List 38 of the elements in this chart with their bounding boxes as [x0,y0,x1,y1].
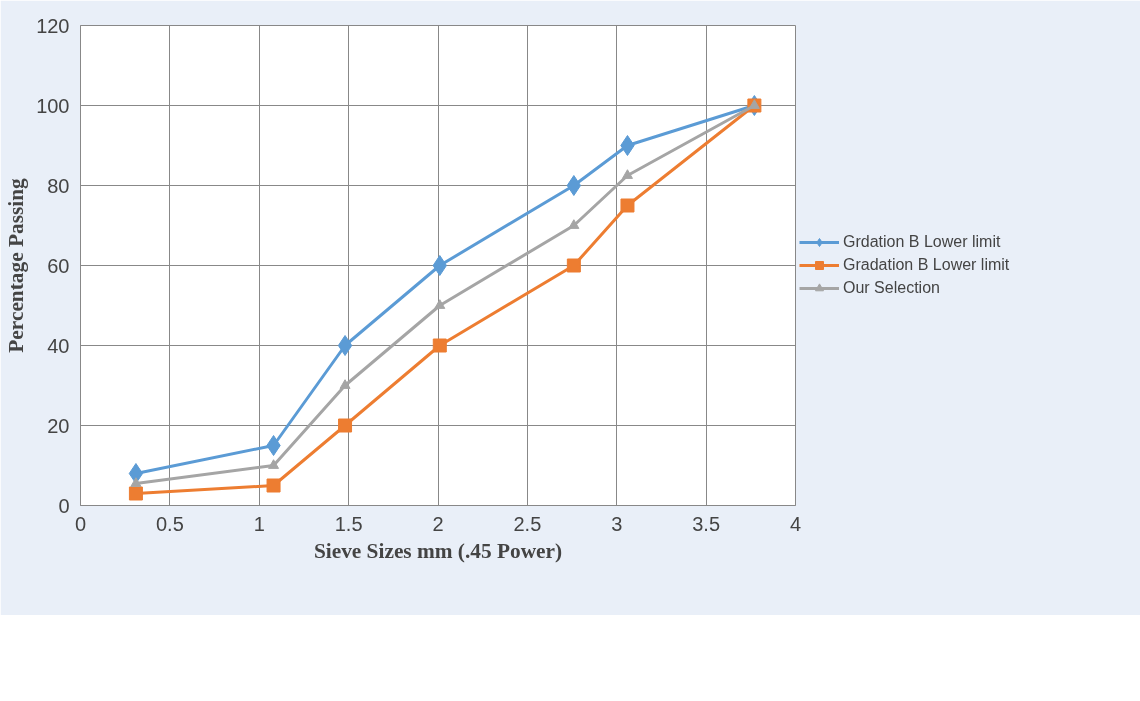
x-tick-label: 3.5 [692,512,721,535]
y-tick-label: 60 [47,254,70,277]
point [339,379,351,389]
x-tick-label: 2.5 [513,512,542,535]
point [268,459,280,469]
point [432,255,447,276]
point [566,175,582,196]
x-tick-label: 3 [611,512,623,535]
point [337,335,353,356]
legend-label: Grdation B Lower limit [843,233,1001,251]
y-tick-label: 0 [58,494,70,517]
x-tick-label: 4 [789,512,802,535]
x-tick-label: 1.5 [334,512,363,535]
point [621,169,633,179]
point [568,219,580,229]
point [620,135,635,156]
point [620,198,635,213]
x-axis-title: Sieve Sizes mm (.45 Power) [313,538,563,563]
x-tick-label: 2 [432,512,444,535]
x-tick-label: 0.5 [155,512,184,535]
x-tick-label: 0 [74,512,87,535]
point [432,338,447,353]
point [130,477,142,487]
point [566,258,581,273]
y-tick-label: 40 [47,334,70,357]
y-tick-label: 20 [47,414,70,437]
point [338,418,353,433]
legend-label: Gradation B Lower limit [843,256,1010,274]
point [266,478,281,493]
x-tick-label: 1 [253,512,265,535]
y-tick-label: 120 [36,14,70,37]
point [128,486,143,501]
point [434,299,446,309]
y-tick-label: 80 [47,174,70,197]
legend-label: Our Selection [843,279,940,297]
point [266,435,281,456]
y-tick-label: 100 [36,94,70,117]
y-axis-title: Percentage Passing [4,177,29,353]
